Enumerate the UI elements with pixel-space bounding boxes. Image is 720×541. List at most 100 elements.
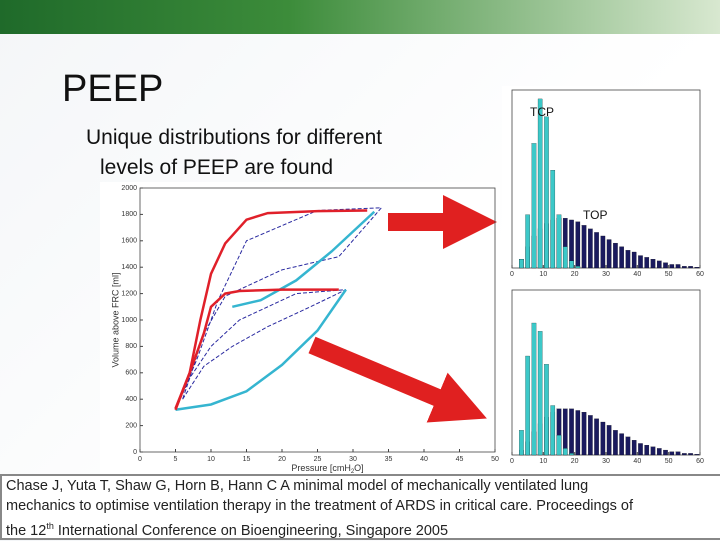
- x-tick-label: 15: [243, 456, 251, 463]
- hist-bar: [600, 235, 606, 269]
- x-label: Pressure [cmH2O]: [291, 463, 363, 474]
- x-label-part: O]: [354, 463, 364, 473]
- hist-bar: [588, 415, 593, 456]
- hist-bar: [581, 412, 587, 456]
- x-tick-label: 25: [314, 456, 322, 463]
- hist-bar: [631, 440, 637, 456]
- x-tick-label: 30: [349, 456, 357, 463]
- hist-bar: [594, 232, 599, 269]
- hist-bar: [569, 260, 574, 269]
- hist-bar: [594, 418, 599, 456]
- x-tick-label: 20: [278, 456, 286, 463]
- y-tick-label: 800: [125, 343, 137, 350]
- hist-bar: [656, 448, 662, 456]
- x-tick-label: 10: [539, 271, 547, 278]
- citation-line: the 12: [6, 522, 47, 539]
- x-tick-label: 60: [696, 271, 704, 278]
- annotation: TOP: [583, 208, 607, 222]
- x-tick-label: 40: [420, 456, 428, 463]
- annotation: TCP: [530, 105, 554, 119]
- x-tick-label: 35: [385, 456, 393, 463]
- hist-bar: [537, 331, 543, 456]
- hist-bar: [575, 221, 581, 269]
- x-tick-label: 60: [696, 458, 704, 465]
- subtitle: Unique distributions for different: [86, 126, 383, 149]
- hist-bar: [675, 264, 681, 269]
- hist-bar: [650, 259, 656, 269]
- citation-line: Chase J, Yuta T, Shaw G, Horn B, Hann C …: [6, 478, 589, 494]
- x-tick-label: 40: [633, 458, 641, 465]
- hist-bar: [575, 266, 581, 269]
- hist-bar: [675, 451, 681, 456]
- hist-bar: [575, 410, 581, 456]
- hist-bar: [531, 143, 537, 269]
- arrow: [308, 336, 487, 423]
- y-tick-label: 600: [125, 370, 137, 377]
- hist-bar: [556, 435, 562, 456]
- hist-bar: [569, 453, 574, 456]
- x-tick-label: 50: [491, 456, 499, 463]
- hist-bar: [544, 364, 549, 456]
- y-tick-label: 2000: [121, 185, 137, 192]
- x-label-part: 2: [351, 469, 355, 474]
- hist-bar: [519, 259, 524, 269]
- hist-bar: [638, 443, 643, 456]
- curve: [174, 288, 339, 409]
- x-tick-label: 40: [633, 271, 641, 278]
- x-tick-label: 50: [665, 458, 673, 465]
- citation-sup: th: [46, 521, 54, 531]
- hist-bar: [663, 449, 668, 456]
- hist-bar: [588, 228, 593, 269]
- hist-bar: [613, 430, 618, 456]
- figures: 0 5 10 15 20 25 30 35 40 45 5002004006008001000120…: [110, 89, 704, 474]
- hist-bar: [525, 355, 530, 456]
- hist-bar: [682, 453, 687, 456]
- x-tick-label: 0: [510, 271, 514, 278]
- hist-bar: [562, 246, 568, 269]
- hist-bar: [550, 170, 556, 269]
- hist-bar: [625, 436, 631, 456]
- hist-bar: [669, 451, 675, 456]
- citation: Chase J, Yuta T, Shaw G, Horn B, Hann C …: [0, 474, 720, 540]
- hist-bar: [694, 267, 700, 269]
- y-tick-label: 400: [125, 396, 137, 403]
- x-tick-label: 0: [510, 458, 514, 465]
- hist-bar: [606, 425, 612, 456]
- hist-bar: [682, 266, 687, 269]
- citation-line: mechanics to optimise ventilation therap…: [6, 498, 634, 514]
- curve: [175, 288, 347, 411]
- hist-bar: [631, 251, 637, 269]
- hist-bar: [644, 257, 650, 269]
- x-tick-label: 10: [539, 458, 547, 465]
- hist-bar: [581, 225, 587, 269]
- y-tick-label: 0: [133, 449, 137, 456]
- hist-bar: [606, 239, 612, 269]
- hist-bar: [569, 408, 574, 456]
- hist-bar: [544, 116, 549, 269]
- hist-bar: [619, 246, 624, 269]
- x-label-part: Pressure [cmH: [291, 463, 351, 473]
- x-tick-label: 10: [207, 456, 215, 463]
- hist-bar: [644, 445, 650, 456]
- x-tick-label: 5: [174, 456, 178, 463]
- y-tick-label: 1800: [121, 211, 137, 218]
- citation-line: International Conference on Bioengineeri…: [53, 522, 449, 539]
- title: PEEP: [62, 68, 164, 110]
- hist-bar: [600, 421, 606, 456]
- y-tick-label: 1600: [121, 238, 137, 245]
- y-tick-label: 1400: [121, 264, 137, 271]
- hist-bar: [663, 262, 668, 269]
- y-label: Volume above FRC [ml]: [110, 272, 120, 367]
- hist-bar: [531, 322, 537, 456]
- x-tick-label: 30: [602, 271, 610, 278]
- hist-bar: [562, 408, 568, 456]
- y-tick-label: 1000: [121, 317, 137, 324]
- x-tick-label: 20: [571, 458, 579, 465]
- subtitle: levels of PEEP are found: [100, 156, 334, 179]
- hist-bar: [656, 260, 662, 269]
- hist-bar: [537, 98, 543, 269]
- curve: [232, 210, 376, 309]
- hist-bar: [650, 446, 656, 456]
- y-tick-label: 1200: [121, 290, 137, 297]
